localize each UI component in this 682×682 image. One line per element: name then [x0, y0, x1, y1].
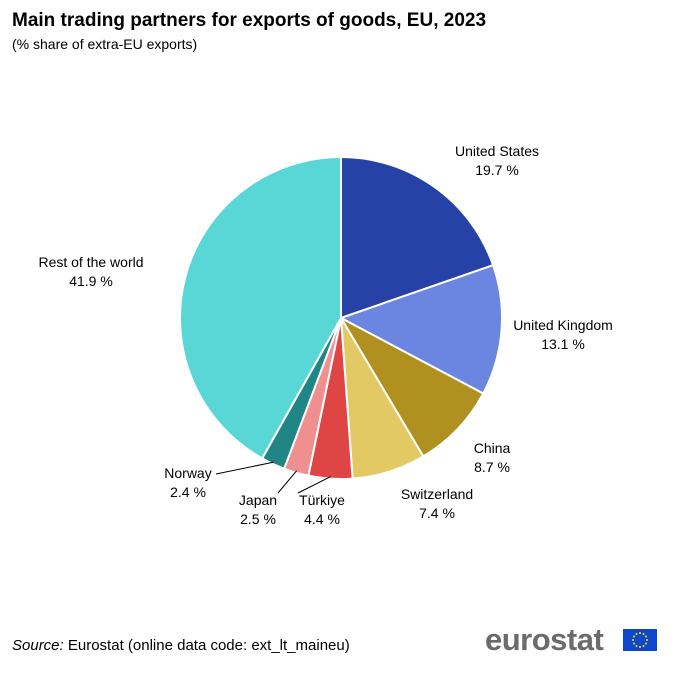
- label-name-united-states: United States: [455, 143, 539, 159]
- label-name-japan: Japan: [239, 492, 277, 508]
- label-value-japan: 2.5 %: [240, 511, 276, 527]
- slice-united-kingdom: [338, 263, 503, 395]
- leader-lines: [215, 461, 331, 494]
- chart-subtitle: (% share of extra-EU exports): [12, 36, 198, 52]
- label-turkiye: Türkiye 4.4 %: [299, 492, 345, 527]
- label-china: China 8.7 %: [474, 440, 511, 475]
- label-name-china: China: [474, 440, 511, 456]
- label-united-kingdom: United Kingdom 13.1 %: [513, 317, 613, 352]
- eu-flag-icon: [623, 629, 657, 651]
- label-value-turkiye: 4.4 %: [304, 511, 340, 527]
- label-norway: Norway 2.4 %: [164, 465, 211, 500]
- leader-line-norway: [215, 461, 274, 475]
- label-name-turkiye: Türkiye: [299, 492, 345, 508]
- chart-title: Main trading partners for exports of goo…: [12, 10, 487, 31]
- label-united-states: United States 19.7 %: [455, 143, 539, 178]
- label-name-rest-of-the-world: Rest of the world: [38, 254, 143, 270]
- label-name-norway: Norway: [164, 465, 211, 481]
- pie-slices: [179, 155, 503, 480]
- leader-line-turkiye: [297, 476, 331, 494]
- label-name-switzerland: Switzerland: [401, 486, 473, 502]
- slice-labels: United States 19.7 % United Kingdom 13.1 % C…: [38, 143, 612, 527]
- label-value-norway: 2.4 %: [170, 484, 206, 500]
- label-value-switzerland: 7.4 %: [419, 505, 455, 521]
- label-value-china: 8.7 %: [474, 459, 510, 475]
- label-rest-of-the-world: Rest of the world 41.9 %: [38, 254, 143, 289]
- eurostat-wordmark: eurostat: [485, 622, 604, 657]
- slice-rest-of-the-world: [179, 155, 342, 460]
- source-prefix: Source:: [12, 637, 64, 654]
- label-value-united-states: 19.7 %: [475, 162, 519, 178]
- label-value-united-kingdom: 13.1 %: [541, 336, 585, 352]
- label-japan: Japan 2.5 %: [239, 492, 277, 527]
- label-name-united-kingdom: United Kingdom: [513, 317, 613, 333]
- leader-line-japan: [277, 470, 298, 494]
- label-switzerland: Switzerland 7.4 %: [401, 486, 473, 521]
- slice-china: [338, 315, 485, 458]
- eurostat-logo: eurostat: [485, 622, 675, 658]
- source-note: Source: Eurostat (online data code: ext_…: [12, 637, 350, 654]
- source-text: Eurostat (online data code: ext_lt_maine…: [67, 637, 350, 654]
- label-value-rest-of-the-world: 41.9 %: [69, 273, 113, 289]
